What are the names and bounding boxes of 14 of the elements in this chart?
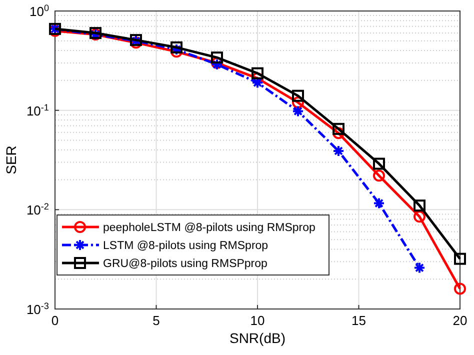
y-tick-label: 10$^{-3}$ <box>26 301 49 317</box>
x-tick-label: 5 <box>152 313 160 328</box>
x-tick-label: 15 <box>352 313 366 328</box>
legend-label: GRU@8-pilots using RMSPprop <box>103 258 268 270</box>
y-tick-label: 10$^{-2}$ <box>26 202 49 218</box>
x-tick-label: 20 <box>452 313 468 328</box>
legend-label: peepholeLSTM @8-pilots using RMSprop <box>103 222 316 234</box>
legend-label: LSTM @8-pilots using RMSprop <box>103 240 268 252</box>
x-axis-title: SNR(dB) <box>229 330 286 346</box>
y-axis-title: SER <box>3 146 19 174</box>
x-tick-label: 10 <box>250 313 265 328</box>
x-tick-label: 0 <box>51 313 59 328</box>
y-tick-label: 10$^{0}$ <box>29 3 49 19</box>
y-tick-label: 10$^{-1}$ <box>26 102 49 118</box>
